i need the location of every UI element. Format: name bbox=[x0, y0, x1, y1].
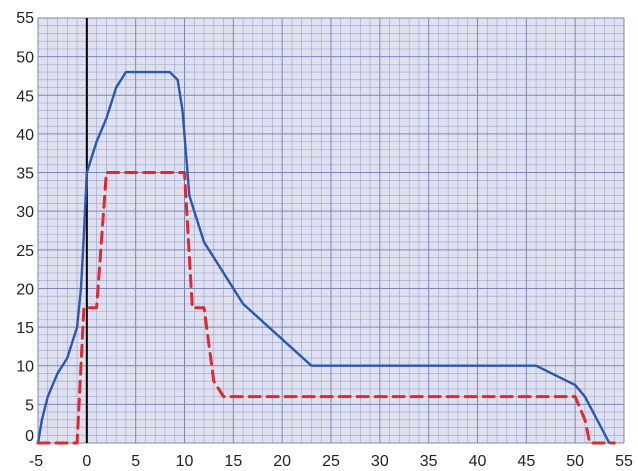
y-tick-labels: 0 5 10 15 20 25 30 35 40 45 50 55 bbox=[16, 10, 34, 445]
x-tick-label: 10 bbox=[176, 453, 194, 470]
x-tick-label: 5 bbox=[131, 453, 140, 470]
series-layer bbox=[36, 70, 616, 445]
x-tick-label: 25 bbox=[322, 453, 340, 470]
series-line-solid bbox=[36, 70, 611, 445]
x-tick-labels: -5 0 5 10 15 20 25 30 35 40 45 50 55 bbox=[29, 453, 633, 470]
y-tick-label: 0 bbox=[25, 428, 34, 445]
x-tick-label: 45 bbox=[517, 453, 535, 470]
y-tick-label: 15 bbox=[16, 320, 34, 337]
x-tick-label: 55 bbox=[615, 453, 633, 470]
y-tick-label: 25 bbox=[16, 243, 34, 260]
y-tick-label: 55 bbox=[16, 10, 34, 27]
y-tick-label: 30 bbox=[16, 204, 34, 221]
y-tick-label: 50 bbox=[16, 50, 34, 67]
x-tick-label: 35 bbox=[420, 453, 438, 470]
x-tick-label: 0 bbox=[82, 453, 91, 470]
y-tick-label: 20 bbox=[16, 281, 34, 298]
x-tick-label: 30 bbox=[371, 453, 389, 470]
x-tick-label: 15 bbox=[224, 453, 242, 470]
x-tick-label: 40 bbox=[469, 453, 487, 470]
y-tick-label: 45 bbox=[16, 88, 34, 105]
x-tick-label: 50 bbox=[566, 453, 584, 470]
grid-major bbox=[37, 17, 625, 444]
y-tick-label: 10 bbox=[16, 359, 34, 376]
y-tick-label: 40 bbox=[16, 127, 34, 144]
x-tick-label: -5 bbox=[29, 453, 43, 470]
x-tick-label: 20 bbox=[273, 453, 291, 470]
y-tick-label: 35 bbox=[16, 166, 34, 183]
series-line-dashed bbox=[36, 171, 616, 445]
y-tick-label: 5 bbox=[25, 397, 34, 414]
